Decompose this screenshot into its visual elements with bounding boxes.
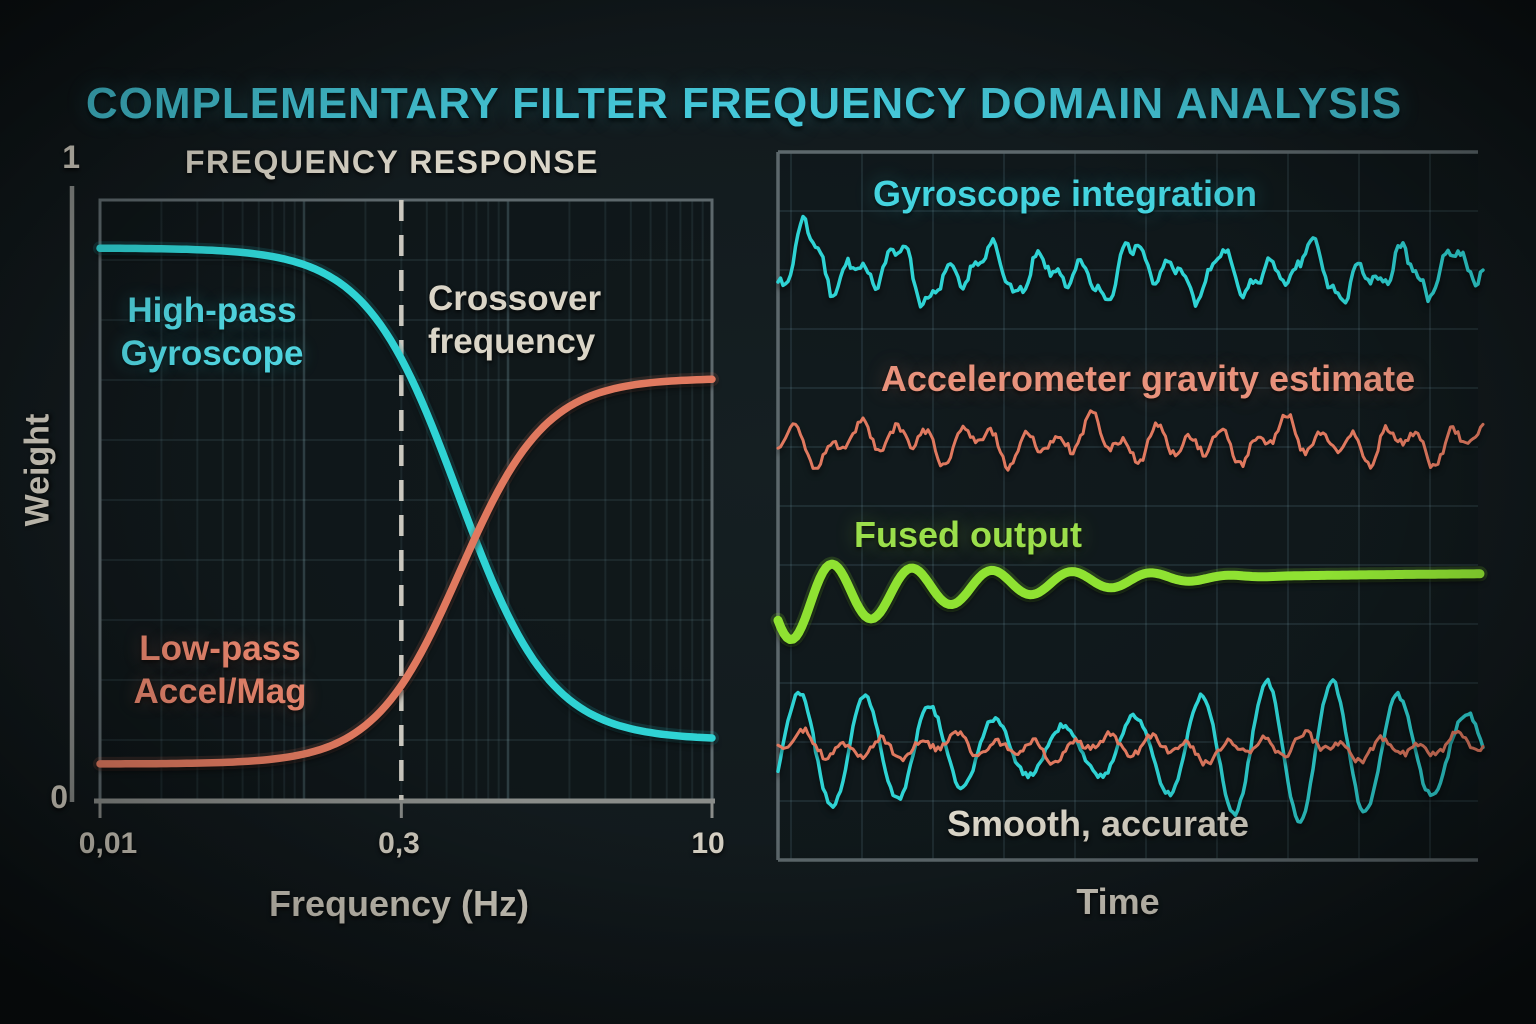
y-tick-0: 0 [50, 779, 68, 815]
x-tick-0.3: 0,3 [378, 827, 420, 860]
lowpass-annotation: Low-pass Accel/Mag [133, 628, 306, 713]
lowpass-annotation-line1: Low-pass [139, 629, 301, 668]
highpass-annotation: High-pass Gyroscope [121, 290, 304, 375]
crossover-annotation-line2: frequency [428, 321, 596, 361]
time-axis-label: Time [1076, 881, 1160, 922]
smooth-accurate-caption: Smooth, accurate [946, 803, 1250, 844]
gyroscope-signal-label: Gyroscope integration [872, 173, 1258, 214]
lowpass-annotation-line2: Accel/Mag [133, 671, 307, 711]
crossover-annotation: Crossover frequency [428, 278, 601, 363]
accelerometer-signal-label: Accelerometer gravity estimate [880, 358, 1416, 399]
highpass-annotation-line2: Gyroscope [120, 333, 304, 373]
fused-output-label: Fused output [854, 514, 1082, 555]
x-tick-10: 10 [691, 827, 725, 860]
crossover-annotation-line1: Crossover [428, 279, 602, 318]
y-axis-label: Weight [18, 413, 57, 527]
y-tick-1: 1 [62, 139, 80, 175]
x-axis-label: Frequency (Hz) [268, 883, 530, 924]
x-tick-0.01: 0,01 [78, 827, 138, 860]
frequency-response-heading: FREQUENCY RESPONSE [184, 144, 600, 180]
highpass-annotation-line1: High-pass [127, 291, 297, 330]
page-title: COMPLEMENTARY FILTER FREQUENCY DOMAIN AN… [85, 79, 1403, 129]
